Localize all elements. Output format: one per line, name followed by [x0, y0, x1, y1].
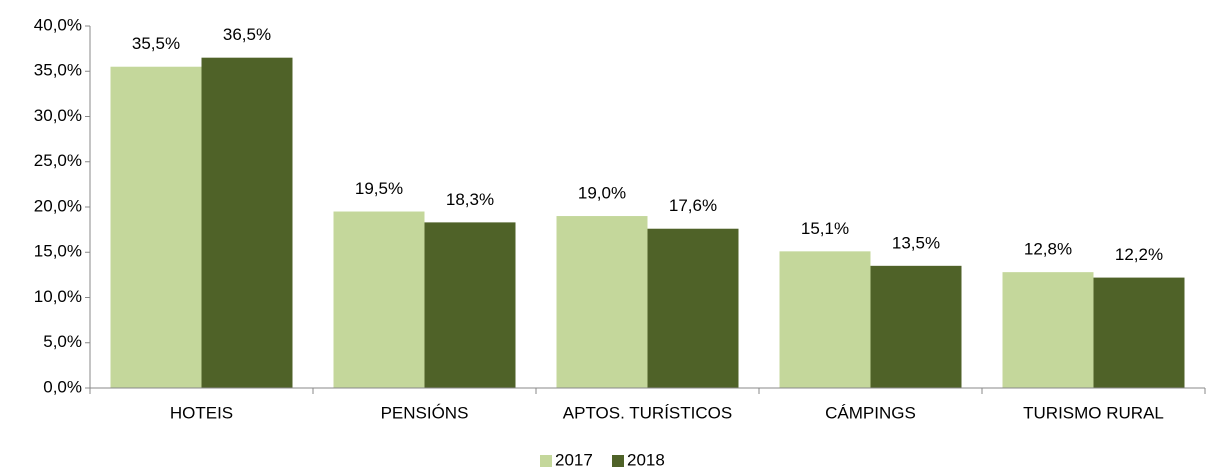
x-tick-label: APTOS. TURÍSTICOS — [563, 403, 732, 422]
y-tick-label: 20,0% — [34, 196, 82, 215]
x-tick-label: CÁMPINGS — [825, 403, 916, 422]
value-label: 18,3% — [446, 190, 494, 209]
bar — [201, 57, 293, 389]
bar — [424, 222, 516, 388]
value-label: 19,5% — [355, 179, 403, 198]
bar — [870, 265, 962, 388]
bar — [1002, 272, 1094, 388]
y-tick-label: 40,0% — [34, 15, 82, 34]
legend-swatch — [540, 455, 552, 467]
value-label: 17,6% — [669, 196, 717, 215]
legend-label: 2017 — [555, 450, 593, 469]
y-tick-label: 25,0% — [34, 151, 82, 170]
bar — [110, 66, 202, 388]
x-tick-label: HOTEIS — [170, 403, 233, 422]
value-label: 15,1% — [801, 219, 849, 238]
x-tick-label: TURISMO RURAL — [1023, 403, 1164, 422]
value-label: 36,5% — [223, 25, 271, 44]
bar — [1093, 277, 1185, 388]
y-tick-label: 5,0% — [43, 332, 82, 351]
y-tick-label: 0,0% — [43, 377, 82, 396]
y-tick-label: 10,0% — [34, 287, 82, 306]
value-label: 13,5% — [892, 233, 940, 252]
value-label: 12,2% — [1115, 245, 1163, 264]
bar — [779, 251, 871, 388]
bar — [333, 211, 425, 388]
legend-label: 2018 — [627, 450, 665, 469]
y-tick-label: 15,0% — [34, 242, 82, 261]
y-tick-label: 35,0% — [34, 61, 82, 80]
y-tick-label: 30,0% — [34, 106, 82, 125]
value-label: 19,0% — [578, 184, 626, 203]
bar — [556, 216, 648, 388]
value-label: 12,8% — [1024, 240, 1072, 259]
legend-swatch — [612, 455, 624, 467]
x-tick-label: PENSIÓNS — [381, 403, 469, 422]
bar — [647, 228, 739, 388]
value-label: 35,5% — [132, 34, 180, 53]
